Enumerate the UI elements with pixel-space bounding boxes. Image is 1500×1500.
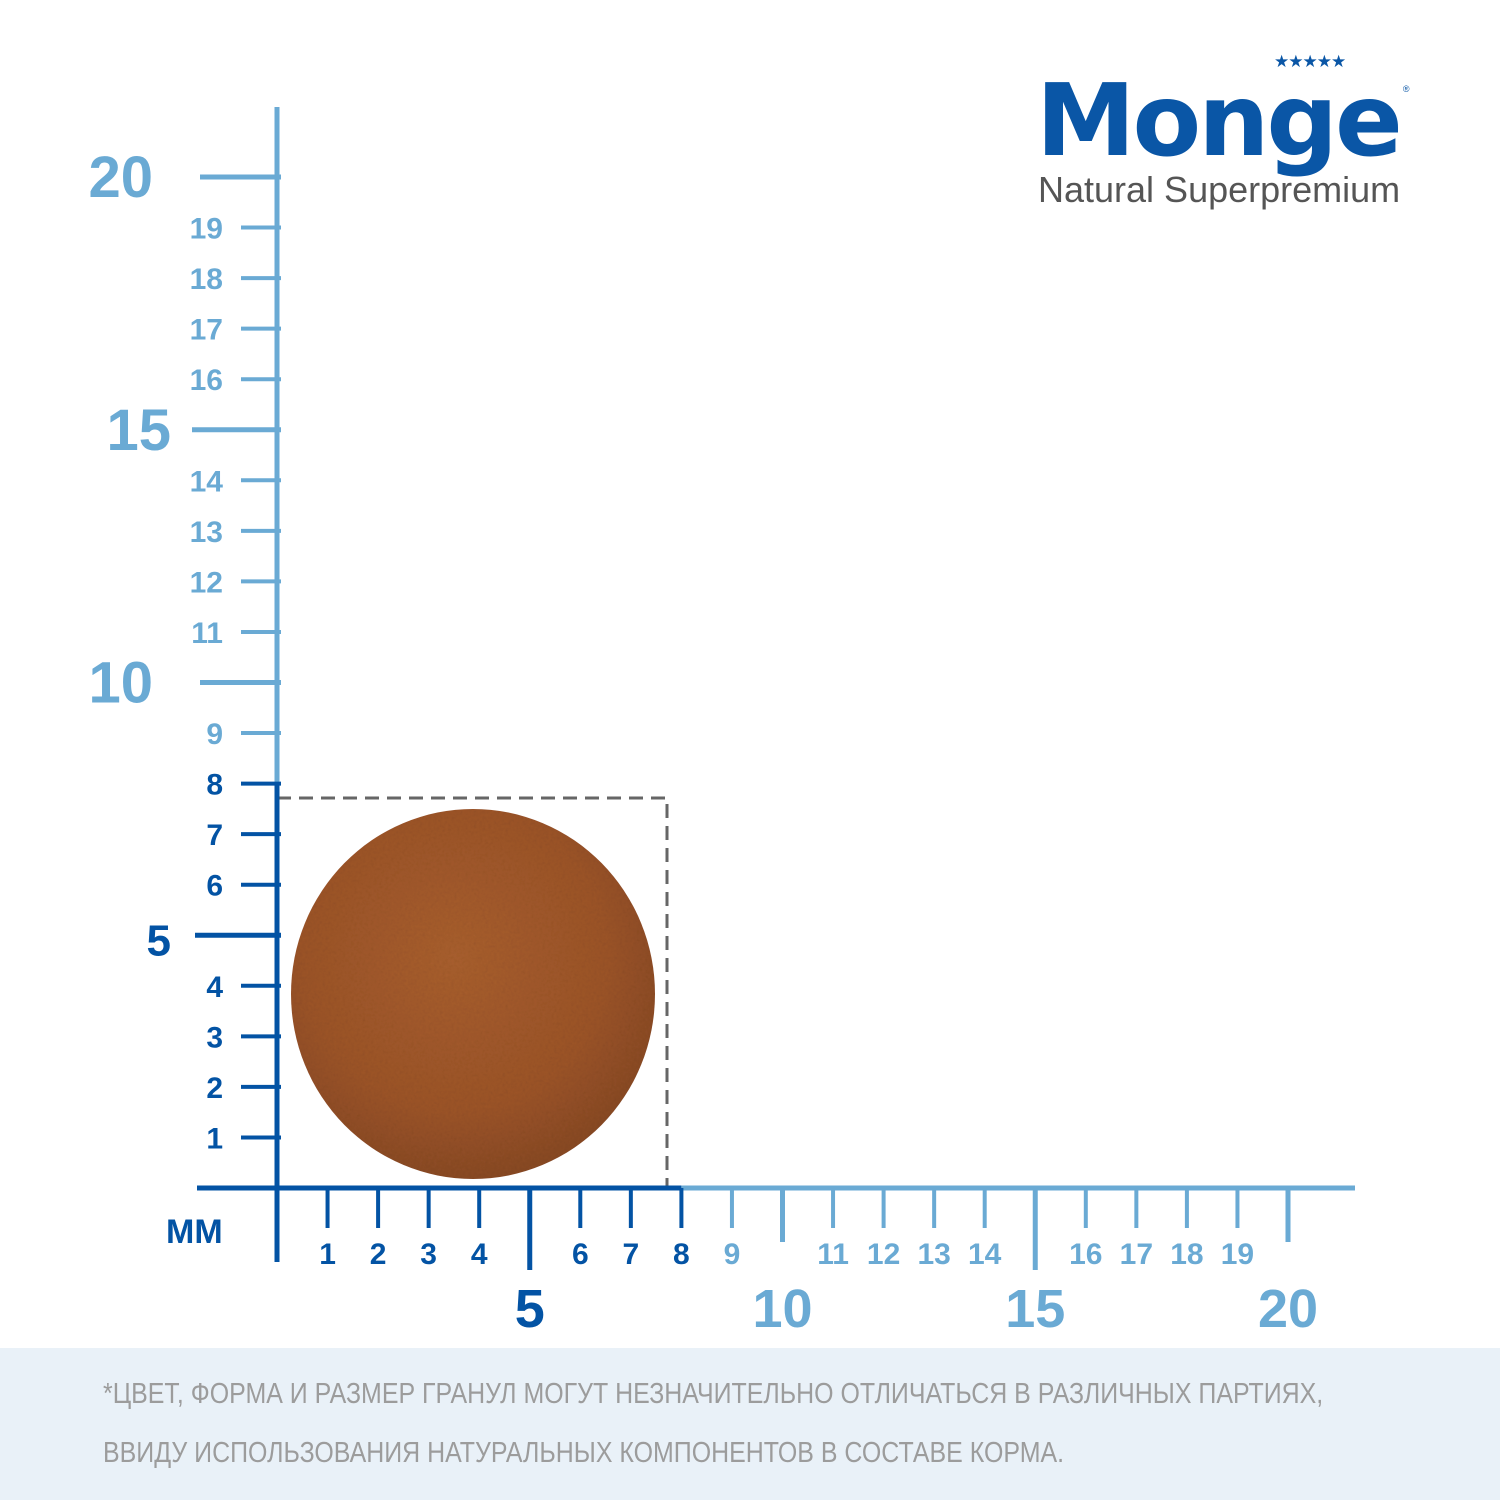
disclaimer-line-1: *ЦВЕТ, ФОРМА И РАЗМЕР ГРАНУЛ МОГУТ НЕЗНА… <box>103 1378 1324 1410</box>
x-label-11: 11 <box>817 1238 849 1271</box>
monge-logo: ★★★★★ Monge ® Natural Superpremium <box>1036 52 1436 212</box>
x-label-9: 9 <box>724 1238 741 1271</box>
y-label-11: 11 <box>191 617 223 650</box>
brand-name: Monge <box>1036 62 1403 179</box>
x-label-15: 15 <box>1005 1279 1065 1339</box>
unit-label: MM <box>166 1213 223 1251</box>
y-label-20: 20 <box>88 145 153 210</box>
x-label-1: 1 <box>319 1238 336 1271</box>
y-label-18: 18 <box>190 263 223 296</box>
y-label-10: 10 <box>88 651 153 716</box>
x-label-19: 19 <box>1221 1238 1254 1271</box>
brand-row: Monge ® <box>1036 62 1410 179</box>
x-label-6: 6 <box>572 1238 589 1271</box>
x-label-16: 16 <box>1069 1238 1102 1271</box>
y-label-15: 15 <box>106 398 171 463</box>
x-label-10: 10 <box>752 1279 812 1339</box>
x-label-3: 3 <box>420 1238 437 1271</box>
y-label-8: 8 <box>206 769 223 802</box>
x-label-12: 12 <box>867 1238 900 1271</box>
y-label-2: 2 <box>206 1072 223 1105</box>
disclaimer-line-2: ВВИДУ ИСПОЛЬЗОВАНИЯ НАТУРАЛЬНЫХ КОМПОНЕН… <box>103 1437 1065 1469</box>
y-label-3: 3 <box>206 1021 223 1054</box>
registered-mark: ® <box>1402 84 1410 94</box>
x-label-14: 14 <box>968 1238 1002 1271</box>
kibble-image <box>291 809 655 1179</box>
y-label-14: 14 <box>190 465 224 498</box>
x-label-5: 5 <box>515 1279 545 1339</box>
x-label-7: 7 <box>623 1238 640 1271</box>
stars-icon: ★★★★★ <box>1274 52 1346 71</box>
x-label-13: 13 <box>917 1238 950 1271</box>
y-label-16: 16 <box>190 364 223 397</box>
kibble <box>291 809 655 1179</box>
x-label-20: 20 <box>1258 1279 1318 1339</box>
y-label-1: 1 <box>206 1122 223 1155</box>
y-label-12: 12 <box>190 566 223 599</box>
brand-tagline: Natural Superpremium <box>1038 169 1401 210</box>
y-label-5: 5 <box>147 916 171 965</box>
y-label-9: 9 <box>206 718 223 751</box>
y-label-17: 17 <box>190 314 223 347</box>
x-label-4: 4 <box>471 1238 488 1271</box>
y-label-7: 7 <box>206 819 223 852</box>
x-label-8: 8 <box>673 1238 690 1271</box>
x-label-18: 18 <box>1170 1238 1203 1271</box>
y-label-6: 6 <box>206 870 223 903</box>
y-label-4: 4 <box>206 971 223 1004</box>
disclaimer-footer: *ЦВЕТ, ФОРМА И РАЗМЕР ГРАНУЛ МОГУТ НЕЗНА… <box>0 1348 1500 1500</box>
y-label-19: 19 <box>190 213 223 246</box>
x-label-2: 2 <box>370 1238 387 1271</box>
y-label-13: 13 <box>190 516 223 549</box>
x-label-17: 17 <box>1120 1238 1153 1271</box>
